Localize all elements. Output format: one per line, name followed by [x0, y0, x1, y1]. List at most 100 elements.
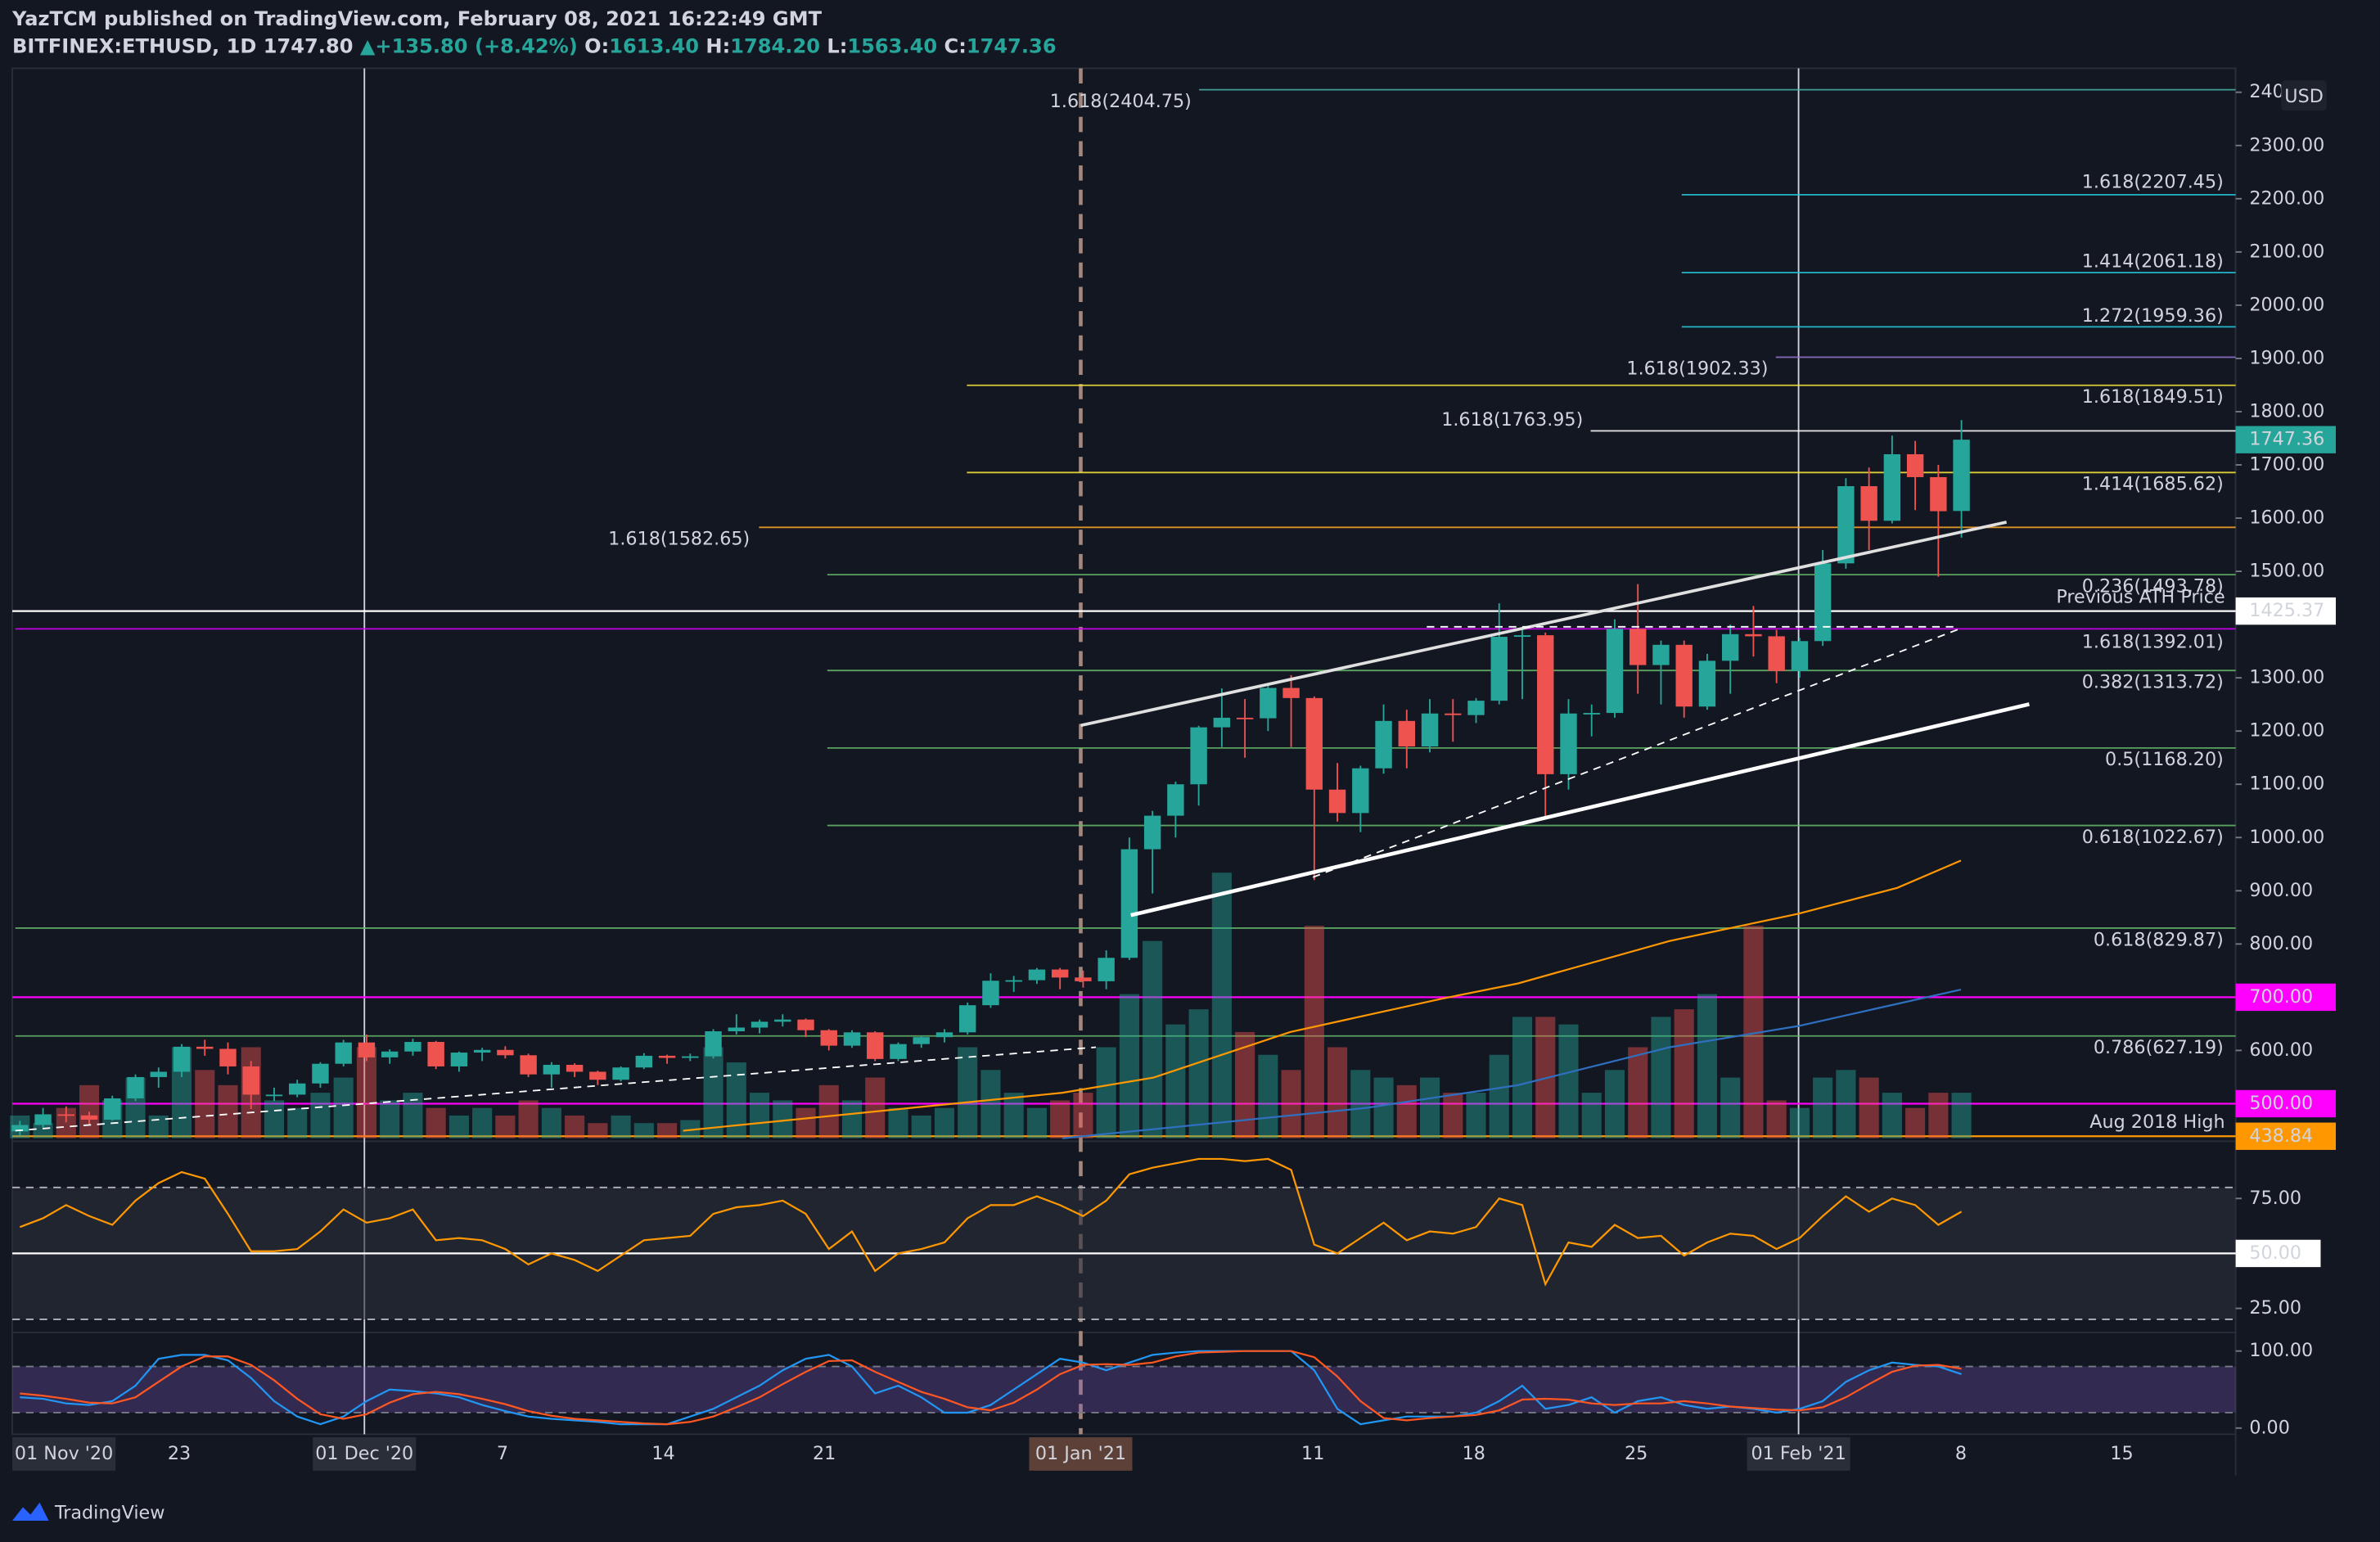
volume-bar	[1258, 1054, 1278, 1138]
candle-body	[150, 1071, 167, 1077]
volume-bar	[1026, 1107, 1047, 1138]
candle-body	[57, 1114, 74, 1116]
y-tick-label: 75.00	[2249, 1188, 2301, 1209]
volume-bar	[1281, 1070, 1301, 1138]
y-tick-label: 2200.00	[2249, 187, 2324, 209]
volume-bar	[1928, 1093, 1949, 1138]
fib-label: 1.618(1763.95)	[1441, 409, 1583, 431]
arrow: ▲	[360, 34, 376, 57]
candle-body	[219, 1048, 237, 1066]
y-tick-label: 1900.00	[2249, 347, 2324, 368]
candle-body	[589, 1071, 606, 1080]
volume-bar	[1396, 1084, 1417, 1138]
c-label: C:	[944, 34, 967, 57]
drawings	[15, 521, 2030, 1139]
volume-bar	[195, 1070, 215, 1138]
volume-bar	[1628, 1047, 1648, 1138]
candle-body	[1352, 768, 1369, 814]
stoch-line	[20, 1350, 1962, 1426]
volume-bar	[518, 1100, 539, 1138]
volume-bar	[888, 1107, 908, 1138]
candle-body	[427, 1042, 444, 1066]
volume-bar	[449, 1115, 469, 1138]
volume-bar	[588, 1123, 608, 1138]
candle-body	[1236, 717, 1254, 719]
x-tick-label: 14	[651, 1443, 674, 1464]
volume-bar	[287, 1107, 308, 1138]
candle-body	[728, 1027, 745, 1032]
candle-body	[1328, 789, 1346, 814]
y-tick-label: 50.00	[2249, 1242, 2301, 1264]
fib-label: 0.786(627.19)	[2094, 1037, 2224, 1058]
candle-body	[358, 1042, 376, 1057]
candle-body	[1120, 849, 1138, 958]
candle-body	[1814, 563, 1832, 642]
candle-body	[1375, 720, 1392, 769]
high: 1784.20	[730, 34, 820, 57]
symbol: BITFINEX:ETHUSD, 1D	[12, 34, 256, 57]
price-tag-label: 1425.37	[2249, 600, 2324, 621]
volume-bar	[611, 1115, 631, 1138]
volume-bar	[980, 1070, 1001, 1138]
volume-bar	[541, 1107, 561, 1138]
x-tick-label: 01 Dec '20	[315, 1443, 413, 1464]
candle-body	[1398, 720, 1415, 747]
volume-bar	[33, 1123, 53, 1138]
y-tick-label: 1100.00	[2249, 773, 2324, 795]
candle-body	[1028, 969, 1046, 981]
candle-body	[404, 1042, 421, 1052]
candle-body	[1745, 633, 1762, 637]
candle-body	[751, 1021, 769, 1028]
candle-body	[104, 1098, 121, 1120]
volume-bar	[911, 1115, 931, 1138]
candle-body	[1490, 637, 1508, 701]
stoch-band	[12, 1366, 2236, 1413]
candle-body	[1953, 440, 1970, 512]
trend-line	[1130, 702, 2030, 918]
volume-bar	[1813, 1077, 1833, 1138]
volume-bar	[1905, 1107, 1926, 1138]
volume-bar	[472, 1107, 493, 1138]
volume-bar	[1143, 940, 1163, 1138]
volume-bar	[356, 1047, 376, 1138]
open: 1613.40	[609, 34, 699, 57]
y-tick-label: 800.00	[2249, 933, 2313, 954]
x-tick-label: 01 Feb '21	[1751, 1443, 1846, 1464]
volume-bar	[1604, 1070, 1625, 1138]
brand: TradingView	[12, 1502, 165, 1523]
publish-info: YazTCM published on TradingView.com, Feb…	[11, 7, 823, 30]
y-tick-label: 1700.00	[2249, 453, 2324, 475]
candle-body	[543, 1064, 561, 1075]
candle-body	[635, 1055, 653, 1068]
o-label: O:	[584, 34, 609, 57]
price-tag-label: 700.00	[2249, 986, 2313, 1008]
fib-label: 1.272(1959.36)	[2082, 305, 2224, 327]
volume-bar	[380, 1100, 400, 1138]
axis-layer: 2400.002300.002200.002100.002000.001900.…	[12, 81, 2337, 1471]
candle-body	[1445, 713, 1462, 715]
volume-bar	[1836, 1070, 1856, 1138]
x-label-box	[313, 1437, 417, 1471]
candle-body	[1467, 701, 1485, 715]
y-tick-label: 2000.00	[2249, 294, 2324, 315]
candle-body	[196, 1046, 214, 1049]
candle-body	[127, 1076, 144, 1098]
low: 1563.40	[847, 34, 937, 57]
x-label-box	[1747, 1437, 1850, 1471]
volume-bar	[1882, 1093, 1902, 1138]
candle-body	[242, 1066, 259, 1095]
moving-average	[1062, 988, 1962, 1139]
candle-body	[1883, 453, 1901, 521]
volume-bar	[426, 1107, 446, 1138]
volume-bar	[1373, 1077, 1394, 1138]
candle-body	[265, 1094, 283, 1097]
price-tag-label: 1747.36	[2249, 429, 2324, 450]
candle-body	[1721, 633, 1739, 661]
price-tag-label: 500.00	[2249, 1093, 2313, 1114]
x-tick-label: 01 Nov '20	[15, 1443, 113, 1464]
volume-bar	[1859, 1077, 1879, 1138]
volume-bar	[633, 1123, 654, 1138]
quote-line: BITFINEX:ETHUSD, 1D 1747.80 ▲+135.80 (+8…	[12, 34, 1057, 57]
x-tick-label: 7	[497, 1443, 508, 1464]
candle-body	[913, 1037, 930, 1044]
